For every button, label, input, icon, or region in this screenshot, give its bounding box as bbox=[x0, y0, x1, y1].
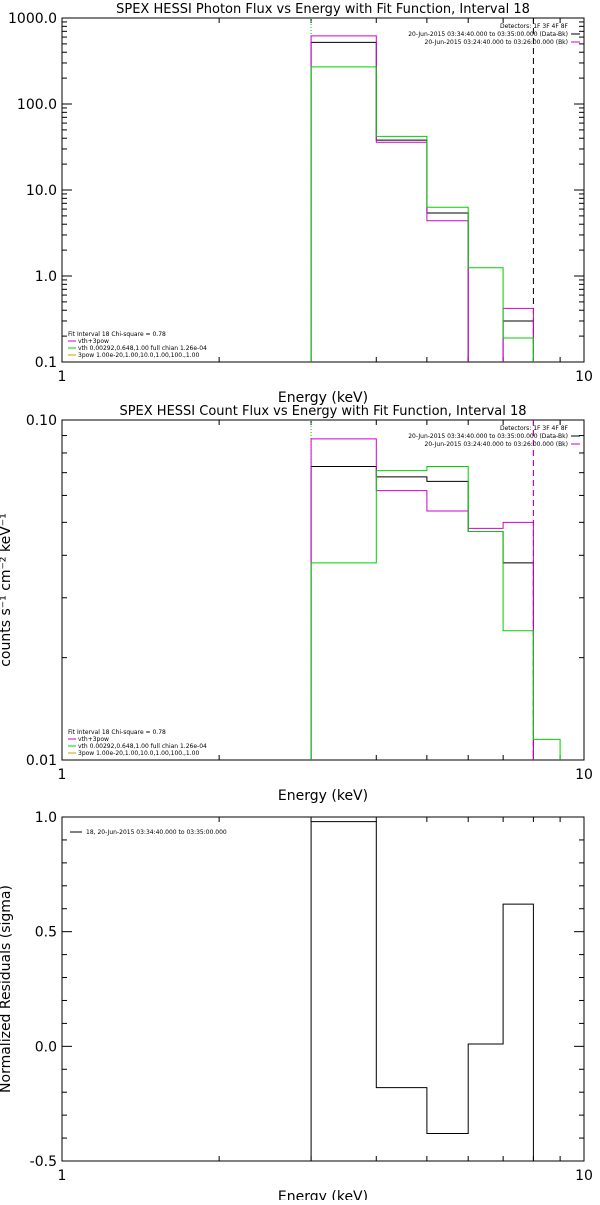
x-axis-label: Energy (keV) bbox=[278, 390, 368, 406]
chart-panel-2: SPEX HESSI Count Flux vs Energy with Fit… bbox=[0, 404, 593, 804]
y-tick-label: 100.0 bbox=[17, 97, 57, 113]
legend-top-text: Detectors: 1F 3F 4F 8F bbox=[500, 425, 569, 432]
y-tick-label: 0.5 bbox=[35, 925, 57, 941]
x-tick-label: 1 bbox=[58, 767, 67, 783]
y-axis-label: counts s⁻¹ cm⁻² keV⁻¹ bbox=[0, 513, 14, 667]
y-tick-label: 1000.0 bbox=[8, 11, 57, 27]
legend-bottom-text: vth+3pow bbox=[78, 338, 109, 345]
legend-bottom-text: 3pow 1.00e-20,1.00,10.0,1.00,100.,1.00 bbox=[78, 750, 199, 757]
legend-top-text: 20-Jun-2015 03:34:40.000 to 03:35:00.000… bbox=[408, 31, 568, 38]
x-axis-label: Energy (keV) bbox=[278, 1189, 368, 1200]
histogram-series-1 bbox=[310, 466, 534, 760]
x-tick-label: 10 bbox=[575, 369, 593, 385]
legend-bottom-text: 3pow 1.00e-20,1.00,10.0,1.00,100.,1.00 bbox=[78, 352, 199, 359]
chart-title: SPEX HESSI Count Flux vs Energy with Fit… bbox=[119, 404, 526, 419]
histogram-series-2 bbox=[310, 438, 534, 760]
plot-frame bbox=[61, 816, 585, 1162]
legend-top-text: 20-Jun-2015 03:24:40.000 to 03:26:00.000… bbox=[425, 441, 568, 448]
histogram-series-3 bbox=[310, 466, 561, 760]
histogram-series-3 bbox=[310, 66, 534, 362]
legend-top-text: 20-Jun-2015 03:34:40.000 to 03:35:00.000… bbox=[408, 433, 568, 440]
plot-frame bbox=[61, 419, 585, 761]
x-tick-label: 10 bbox=[575, 767, 593, 783]
chart-panel-1: SPEX HESSI Photon Flux vs Energy with Fi… bbox=[8, 2, 593, 406]
chart-title: SPEX HESSI Photon Flux vs Energy with Fi… bbox=[116, 2, 530, 17]
legend-bottom-text: Fit Interval 18 Chi-square = 0.78 bbox=[68, 331, 166, 338]
y-tick-label: -0.5 bbox=[30, 1154, 57, 1170]
x-tick-label: 10 bbox=[575, 1168, 593, 1184]
x-tick-label: 1 bbox=[58, 369, 67, 385]
x-axis-label: Energy (keV) bbox=[278, 788, 368, 804]
chart-panel-3: 1 10 -0.5 0.0 0.5 1.0 Energy (keV) Normalized R… bbox=[0, 810, 593, 1205]
legend-bottom-text: Fit Interval 18 Chi-square = 0.78 bbox=[68, 729, 166, 736]
legend-top-text: 20-Jun-2015 03:24:40.000 to 03:26:00.000… bbox=[425, 39, 568, 46]
y-tick-label: 0.01 bbox=[26, 753, 57, 769]
y-tick-label: 0.10 bbox=[26, 413, 57, 429]
y-tick-label: 10.0 bbox=[26, 183, 57, 199]
y-tick-label: 0.1 bbox=[35, 355, 57, 371]
y-axis-label: Normalized Residuals (sigma) bbox=[0, 885, 14, 1093]
legend-bottom-text: vth 0.00292,0.648,1.00 full chian 1.26e-… bbox=[78, 345, 207, 352]
legend-top-text: Detectors: 1F 3F 4F 8F bbox=[500, 23, 569, 30]
legend-bottom-text: vth+3pow bbox=[78, 736, 109, 743]
legend-bottom-text: vth 0.00292,0.648,1.00 full chian 1.26e-… bbox=[78, 743, 207, 750]
histogram-series-1 bbox=[310, 821, 534, 1161]
y-tick-label: 1.0 bbox=[35, 269, 57, 285]
x-tick-label: 1 bbox=[58, 1168, 67, 1184]
y-tick-label: 0.0 bbox=[35, 1039, 57, 1055]
legend-top-text: 18, 20-Jun-2015 03:34:40.000 to 03:35:00… bbox=[86, 829, 227, 836]
y-tick-label: 1.0 bbox=[35, 810, 57, 826]
